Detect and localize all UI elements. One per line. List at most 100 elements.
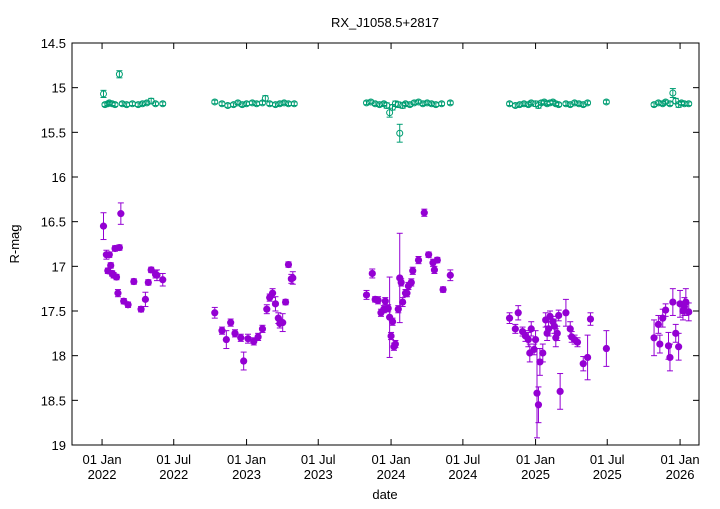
plot-frame <box>71 42 700 446</box>
data-point <box>566 325 574 333</box>
data-point <box>669 89 677 97</box>
data-point <box>244 335 252 343</box>
data-point <box>258 325 267 333</box>
data-point <box>111 101 119 109</box>
x-tick-label-date: 01 Jan <box>516 452 555 467</box>
data-point <box>100 90 108 98</box>
y-tick-label: 16.5 <box>41 215 66 230</box>
data-point <box>579 360 587 368</box>
data-point <box>231 329 239 337</box>
data-point <box>524 335 532 344</box>
x-tick-label-year: 2022 <box>88 467 117 482</box>
data-point <box>430 266 439 274</box>
data-point <box>107 261 115 270</box>
data-point <box>602 98 610 106</box>
data-point <box>419 100 427 108</box>
data-point <box>511 325 519 333</box>
data-point <box>124 301 132 309</box>
x-tick-label-date: 01 Jan <box>372 452 411 467</box>
data-point <box>376 101 384 109</box>
data-point <box>289 274 297 282</box>
data-point <box>394 101 402 109</box>
y-tick-label: 15 <box>52 81 66 96</box>
data-point <box>439 285 447 294</box>
data-point <box>662 306 670 314</box>
data-point <box>664 342 673 350</box>
x-tick-label-year: 2023 <box>304 467 333 482</box>
data-point <box>381 297 389 305</box>
data-point <box>280 99 288 107</box>
data-point <box>396 129 404 137</box>
x-tick-label-date: 01 Jan <box>661 452 700 467</box>
data-point <box>583 353 592 362</box>
chart-title: RX_J1058.5+2817 <box>331 15 439 30</box>
data-point <box>362 291 371 299</box>
data-point <box>371 100 379 108</box>
data-point <box>438 100 446 108</box>
data-point <box>368 269 376 278</box>
data-point <box>399 298 407 306</box>
data-point <box>250 337 258 345</box>
data-point <box>533 389 541 397</box>
data-point <box>237 334 245 342</box>
data-point <box>511 102 519 110</box>
data-point <box>211 98 219 106</box>
data-point <box>675 343 683 351</box>
data-point <box>505 314 514 322</box>
series-target <box>99 202 693 439</box>
data-point <box>586 315 595 323</box>
data-point <box>531 335 540 344</box>
data-point <box>374 296 382 304</box>
y-tick-label: 14.5 <box>41 36 66 51</box>
data-point <box>271 300 280 308</box>
data-point <box>656 340 664 348</box>
data-point <box>141 295 150 303</box>
data-point <box>387 332 395 340</box>
series-comparison-star <box>100 70 693 143</box>
data-point <box>263 305 271 313</box>
x-tick-label-date: 01 Jul <box>590 452 625 467</box>
y-tick-label: 18 <box>52 349 66 364</box>
y-axis-label: R-mag <box>7 224 22 263</box>
data-point <box>527 99 535 107</box>
data-point <box>555 311 563 320</box>
data-point <box>99 222 108 230</box>
data-point <box>682 298 690 306</box>
data-point <box>362 99 370 107</box>
data-point <box>271 101 279 109</box>
y-tick-label: 17.5 <box>41 304 66 319</box>
x-tick-label-year: 2024 <box>448 467 477 482</box>
data-point <box>666 353 674 362</box>
data-point <box>248 99 256 107</box>
data-point <box>516 101 524 109</box>
y-tick-label: 15.5 <box>41 125 66 140</box>
x-tick-label-year: 2022 <box>159 467 188 482</box>
data-point <box>117 210 125 218</box>
data-point <box>384 304 392 312</box>
data-point <box>685 308 693 316</box>
data-point <box>152 100 160 108</box>
data-point <box>261 94 269 102</box>
x-tick-label-year: 2025 <box>521 467 550 482</box>
data-point <box>534 401 543 409</box>
data-point <box>143 99 151 107</box>
y-tick-label: 16 <box>52 170 66 185</box>
data-point <box>520 100 528 108</box>
data-point <box>279 319 287 327</box>
y-tick-label: 19 <box>52 438 66 453</box>
data-point <box>284 260 293 269</box>
data-point <box>137 305 145 313</box>
data-point <box>276 100 284 108</box>
data-marks <box>99 70 693 439</box>
data-point <box>425 251 433 259</box>
data-point <box>584 99 592 107</box>
data-point <box>402 100 410 108</box>
data-point <box>115 70 123 78</box>
data-point <box>114 289 122 297</box>
x-tick-label-date: 01 Jul <box>301 452 336 467</box>
data-point <box>433 256 441 264</box>
data-point <box>397 278 405 287</box>
data-point <box>409 267 417 275</box>
